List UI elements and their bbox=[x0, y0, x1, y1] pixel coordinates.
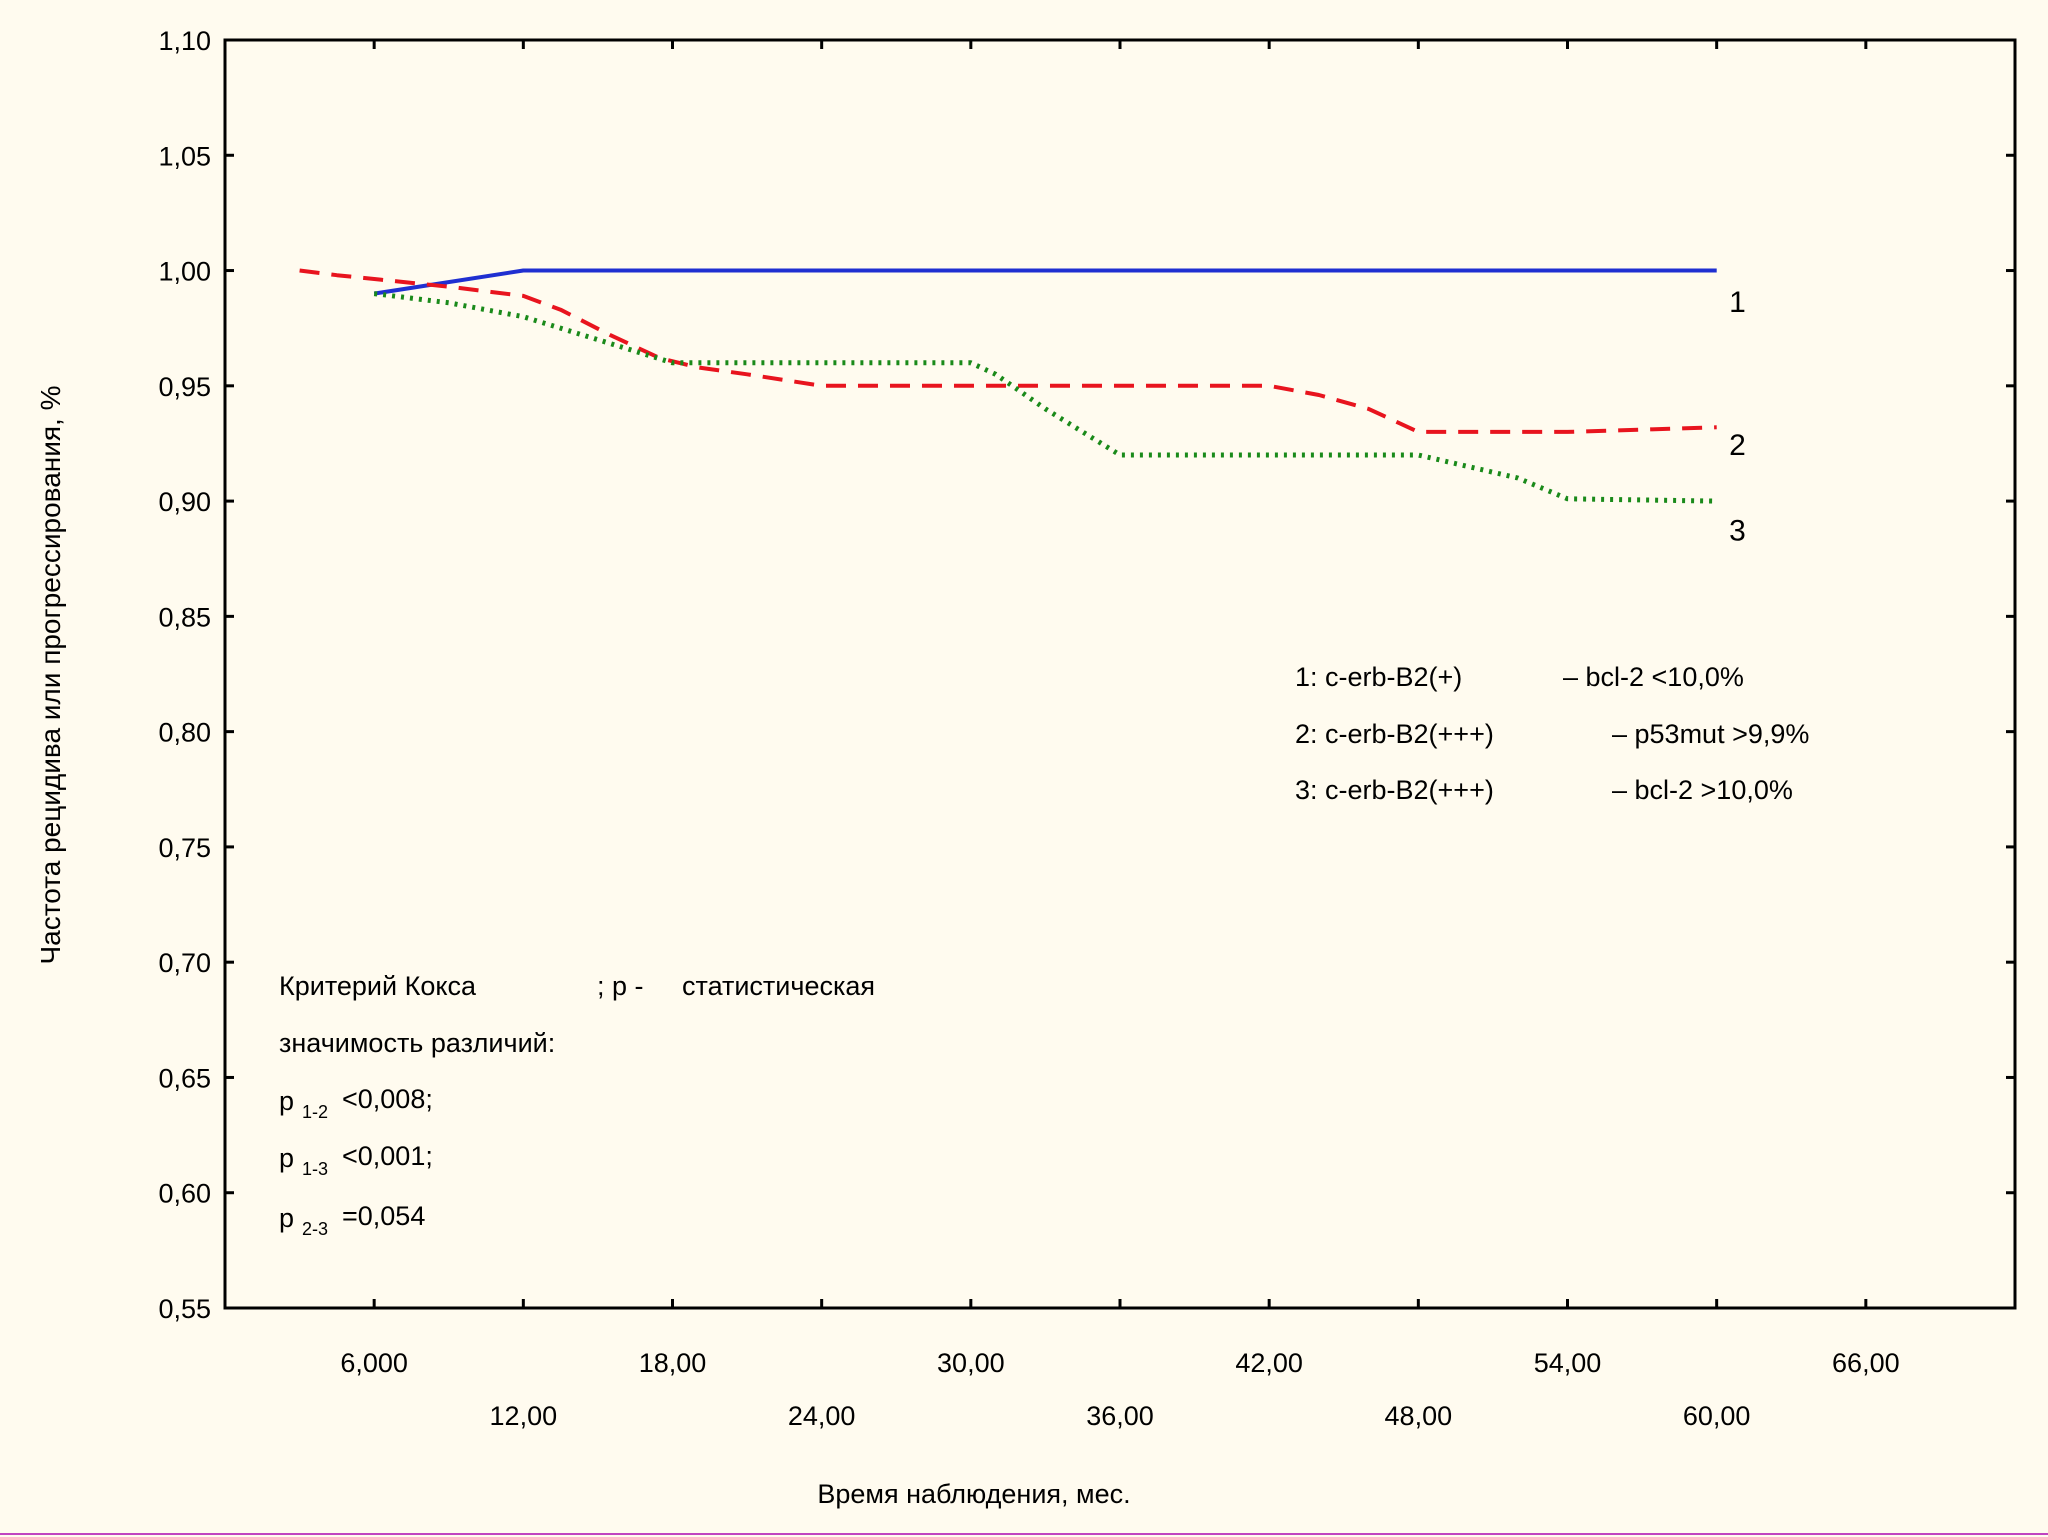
y-axis-title: Частота рецидива или прогрессирования, % bbox=[35, 386, 66, 965]
y-tick-label: 0,75 bbox=[158, 833, 211, 863]
legend-row-1-left: 1: c-erb-B2(+) bbox=[1295, 662, 1462, 692]
legend-row-1-right: – bcl-2 <10,0% bbox=[1563, 662, 1744, 692]
p13-value: <0,001; bbox=[342, 1141, 433, 1171]
curve-label: 3 bbox=[1729, 514, 1746, 547]
x-tick-label: 48,00 bbox=[1385, 1401, 1453, 1431]
series-line-2 bbox=[299, 268, 1717, 434]
x-tick-label: 66,00 bbox=[1832, 1348, 1900, 1378]
legend-row-3-right: – bcl-2 >10,0% bbox=[1612, 775, 1793, 805]
x-axis-title: Время наблюдения, мес. bbox=[817, 1479, 1130, 1509]
y-tick-label: 1,00 bbox=[158, 257, 211, 287]
x-tick-label: 36,00 bbox=[1086, 1401, 1154, 1431]
y-tick-label: 0,60 bbox=[158, 1179, 211, 1209]
y-tick-label: 0,70 bbox=[158, 948, 211, 978]
x-tick-label: 18,00 bbox=[639, 1348, 707, 1378]
legend: 1: c-erb-B2(+) – bcl-2 <10,0% 2: c-erb-B… bbox=[1295, 662, 1809, 805]
y-tick-label: 0,80 bbox=[158, 718, 211, 748]
x-tick-label: 30,00 bbox=[937, 1348, 1005, 1378]
series-layer bbox=[299, 268, 1717, 504]
p12-value: <0,008; bbox=[342, 1084, 433, 1114]
y-tick-label: 0,55 bbox=[158, 1294, 211, 1324]
x-tick-label: 24,00 bbox=[788, 1401, 856, 1431]
x-tick-label: 42,00 bbox=[1235, 1348, 1303, 1378]
x-axis: 6,000 18,00 30,00 42,00 54,00 66,00 12,00 24,00… bbox=[340, 40, 1900, 1431]
p23-symbol: p bbox=[279, 1203, 294, 1233]
stats-line2: значимость различий: bbox=[279, 1028, 555, 1058]
stats-line1-c: статистическая bbox=[682, 971, 875, 1001]
y-tick-label: 1,05 bbox=[158, 141, 211, 171]
legend-row-2-right: – p53mut >9,9% bbox=[1612, 719, 1809, 749]
y-tick-label: 0,65 bbox=[158, 1063, 211, 1093]
x-tick-label: 6,000 bbox=[340, 1348, 408, 1378]
p12-symbol: p bbox=[279, 1086, 294, 1116]
series-line-3 bbox=[373, 291, 1717, 504]
p13-subscript: 1-3 bbox=[302, 1159, 328, 1179]
curve-label: 1 bbox=[1729, 286, 1746, 319]
x-tick-label: 60,00 bbox=[1683, 1401, 1751, 1431]
p23-subscript: 2-3 bbox=[302, 1219, 328, 1239]
plot-frame bbox=[223, 38, 2017, 1310]
curve-labels: 1 2 3 bbox=[1729, 286, 1746, 547]
stats-annotation: Критерий Кокса ; p - статистическая знач… bbox=[279, 971, 875, 1239]
legend-row-3-left: 3: c-erb-B2(+++) bbox=[1295, 775, 1494, 805]
stats-line1-a: Критерий Кокса bbox=[279, 971, 477, 1001]
x-tick-label: 54,00 bbox=[1534, 1348, 1602, 1378]
stats-line1-b: ; p - bbox=[597, 971, 644, 1001]
legend-row-2-left: 2: c-erb-B2(+++) bbox=[1295, 719, 1494, 749]
p12-subscript: 1-2 bbox=[302, 1102, 328, 1122]
p23-value: =0,054 bbox=[342, 1201, 425, 1231]
curve-label: 2 bbox=[1729, 429, 1746, 462]
y-axis: 0,55 0,60 0,65 0,70 0,75 0,80 0,85 0,90 0,95 1,00… bbox=[158, 26, 2015, 1324]
p13-symbol: p bbox=[279, 1143, 294, 1173]
y-tick-label: 0,85 bbox=[158, 602, 211, 632]
y-tick-label: 0,90 bbox=[158, 487, 211, 517]
series-line-1 bbox=[373, 268, 1717, 296]
x-tick-label: 12,00 bbox=[490, 1401, 558, 1431]
page-bottom-rule bbox=[0, 1533, 2048, 1535]
y-tick-label: 0,95 bbox=[158, 372, 211, 402]
y-tick-label: 1,10 bbox=[158, 26, 211, 56]
